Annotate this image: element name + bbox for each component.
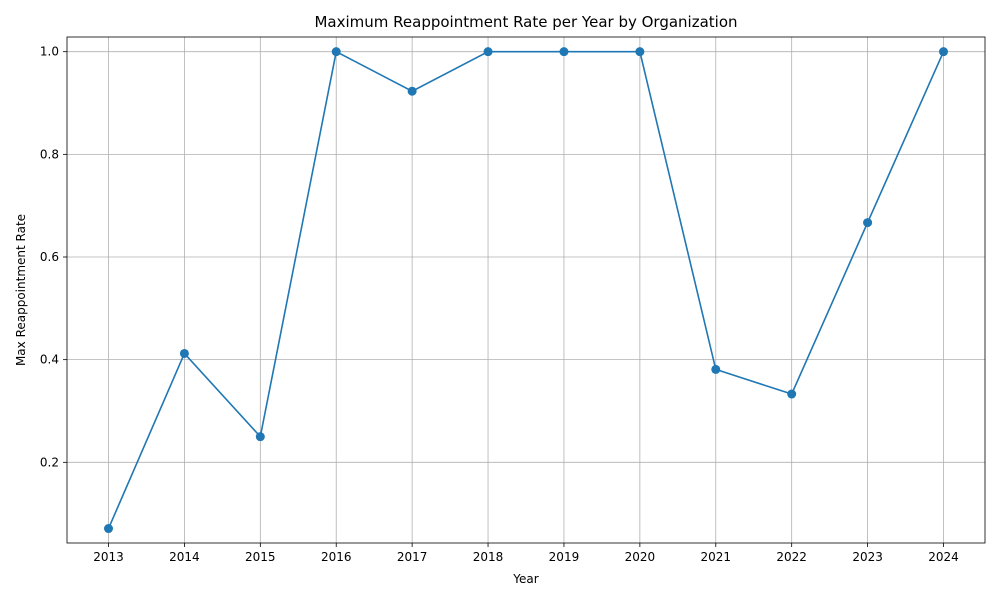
data-point — [483, 47, 493, 57]
x-tick-label: 2017 — [397, 550, 428, 564]
y-tick-label: 1.0 — [40, 45, 59, 59]
chart-title: Maximum Reappointment Rate per Year by O… — [314, 13, 737, 31]
data-point — [407, 86, 417, 96]
x-tick-label: 2024 — [928, 550, 959, 564]
data-point — [104, 524, 113, 534]
data-point — [635, 47, 645, 57]
y-axis-ticks: 0.2 0.4 0.6 0.8 1.0 — [40, 45, 67, 469]
data-point — [255, 432, 265, 442]
x-tick-label: 2021 — [700, 550, 731, 564]
data-point — [863, 218, 873, 228]
x-tick-label: 2023 — [852, 550, 883, 564]
x-tick-label: 2014 — [169, 550, 200, 564]
data-point — [787, 389, 797, 399]
data-point — [711, 364, 721, 374]
y-tick-label: 0.4 — [40, 353, 59, 367]
y-tick-label: 0.8 — [40, 147, 59, 161]
series — [104, 47, 948, 534]
y-axis-label: Max Reappointment Rate — [14, 214, 28, 366]
grid — [67, 37, 985, 543]
y-tick-label: 0.6 — [40, 250, 59, 264]
x-tick-label: 2018 — [473, 550, 504, 564]
x-axis-label: Year — [512, 572, 538, 586]
x-tick-label: 2015 — [245, 550, 276, 564]
x-tick-label: 2016 — [321, 550, 352, 564]
data-point — [939, 47, 948, 57]
x-tick-label: 2020 — [625, 550, 656, 564]
data-point — [179, 348, 189, 358]
plot-frame — [66, 36, 986, 544]
y-tick-label: 0.2 — [40, 455, 59, 469]
data-point — [331, 47, 341, 57]
x-axis-ticks: 2013 2014 2015 2016 2017 2018 2019 2020 2021 2022… — [93, 543, 959, 564]
x-tick-label: 2013 — [93, 550, 124, 564]
series-line — [107, 50, 945, 529]
x-tick-label: 2022 — [776, 550, 807, 564]
x-tick-label: 2019 — [549, 550, 580, 564]
data-point — [559, 47, 569, 57]
